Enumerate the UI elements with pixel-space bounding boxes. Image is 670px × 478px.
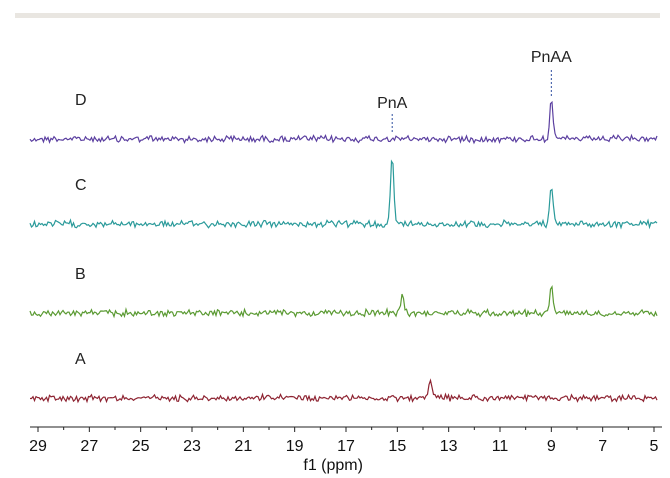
x-tick-label-21: 21 — [234, 438, 252, 455]
trace-line-A — [30, 378, 658, 404]
x-tick-label-29: 29 — [29, 438, 47, 455]
trace-label-B: B — [75, 266, 86, 283]
peak-annotations: PnA PnAA — [377, 49, 572, 132]
trace-line-C — [29, 159, 658, 230]
trace-B: B — [29, 266, 658, 319]
x-tick-label-25: 25 — [132, 438, 150, 455]
trace-label-D: D — [75, 92, 87, 109]
x-tick-label-15: 15 — [388, 438, 406, 455]
x-axis-ticks: 29 27 25 23 21 19 17 15 13 11 9 7 5 — [29, 427, 659, 455]
trace-line-D — [29, 100, 658, 145]
trace-A: A — [30, 351, 658, 404]
trace-line-B — [29, 284, 658, 319]
trace-label-A: A — [75, 351, 86, 368]
x-tick-label-13: 13 — [440, 438, 458, 455]
x-axis: 29 27 25 23 21 19 17 15 13 11 9 7 5 f1 (ppm) — [29, 426, 662, 474]
x-tick-label-27: 27 — [80, 438, 98, 455]
spectrum-traces: D C B A — [29, 92, 658, 404]
x-tick-label-23: 23 — [183, 438, 201, 455]
annotation-label-PnA: PnA — [377, 95, 408, 112]
x-tick-label-5: 5 — [650, 438, 659, 455]
x-tick-label-9: 9 — [547, 438, 556, 455]
trace-label-C: C — [75, 177, 87, 194]
trace-D: D — [29, 92, 658, 145]
x-tick-label-19: 19 — [286, 438, 304, 455]
annotation-label-PnAA: PnAA — [531, 49, 572, 66]
x-tick-label-7: 7 — [598, 438, 607, 455]
x-tick-label-11: 11 — [492, 438, 509, 455]
top-border-bar — [15, 13, 660, 18]
trace-C: C — [29, 159, 658, 230]
x-axis-title: f1 (ppm) — [303, 457, 363, 474]
x-tick-label-17: 17 — [337, 438, 355, 455]
